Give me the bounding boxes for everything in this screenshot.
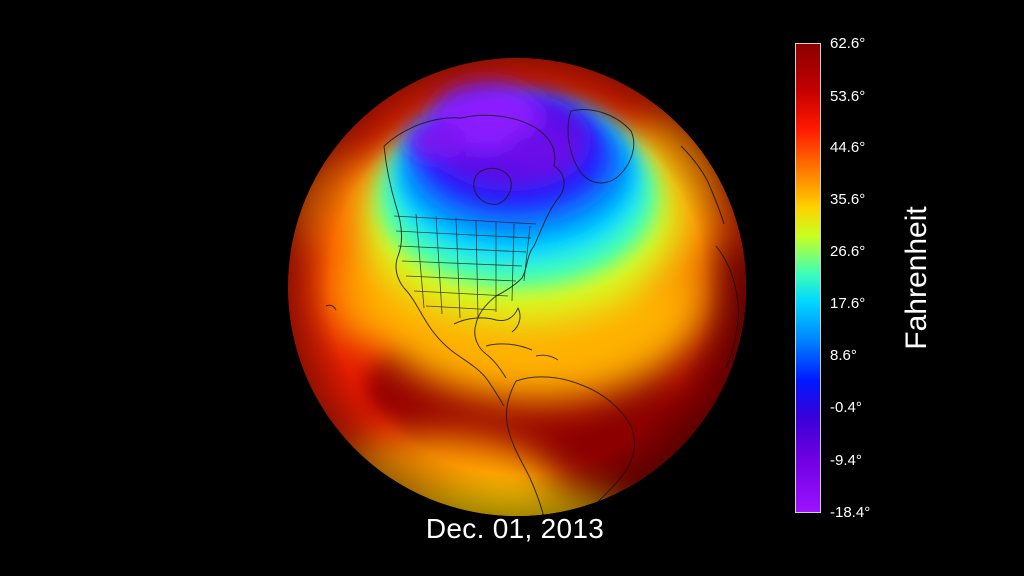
temperature-globe xyxy=(286,56,748,518)
colorbar-tick-label: -9.4° xyxy=(830,452,862,469)
colorbar-tick-label: 26.6° xyxy=(830,243,866,260)
date-label: Dec. 01, 2013 xyxy=(425,513,605,544)
temperature-colorbar xyxy=(795,43,821,513)
colorbar-tick-label: 62.6° xyxy=(830,35,866,52)
colorbar-tick-label: 17.6° xyxy=(830,295,866,312)
colorbar-tick-label: 8.6° xyxy=(830,347,857,364)
colorbar-tick-label: 44.6° xyxy=(830,139,866,156)
colorbar-tick-label: 35.6° xyxy=(830,191,866,208)
colorbar-unit-label: Fahrenheit xyxy=(900,206,933,350)
globe-svg xyxy=(288,58,746,516)
colorbar-tick-label: -18.4° xyxy=(830,504,871,521)
colorbar-tick-label: -0.4° xyxy=(830,399,862,416)
colorbar-tick-label: 53.6° xyxy=(830,88,866,105)
